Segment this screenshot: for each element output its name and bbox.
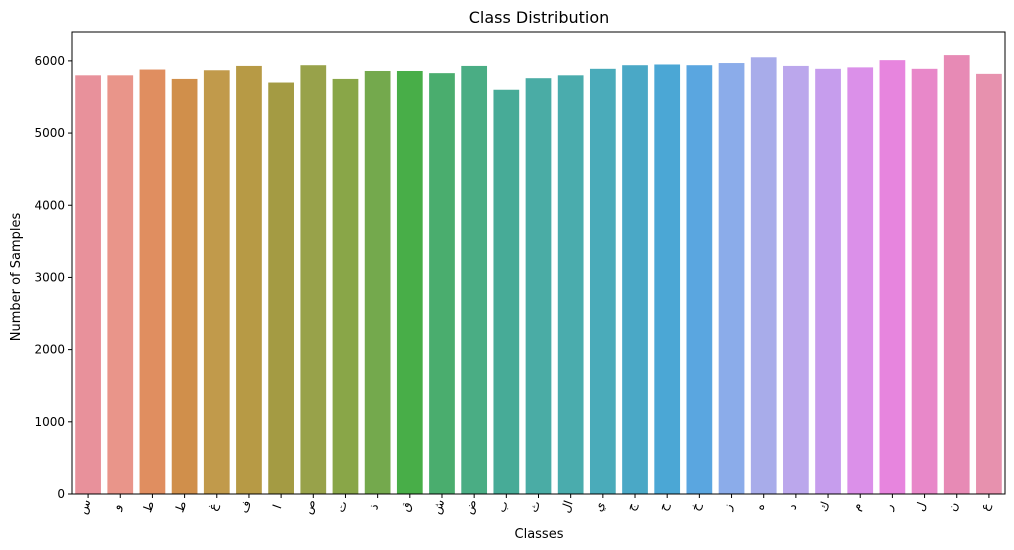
x-tick-label: ث [526,499,543,514]
bar [107,75,134,494]
bar [911,68,938,494]
x-tick-label: ن [945,500,961,513]
bar [589,68,616,494]
bar [332,78,359,495]
y-tick-label: 2000 [34,343,65,357]
x-tick-label: ع [977,500,993,512]
x-tick-label: ز [720,501,736,513]
bar [686,65,713,495]
x-tick-label: ت [333,499,350,514]
bar [976,73,1002,495]
x-tick-label: ب [494,499,511,514]
x-tick-label: ف [236,498,253,514]
y-tick-label: 4000 [34,198,65,212]
x-tick-label: ك [816,500,833,514]
x-tick-label: م [849,501,865,513]
bar [139,69,166,494]
x-tick-label: ح [656,500,672,512]
chart-title: Class Distribution [469,8,610,27]
bar [364,70,391,494]
x-tick-label: ش [429,497,448,516]
x-tick-label: ا [270,503,284,511]
bar [557,75,584,494]
plot-area: 0 1000 2000 3000 4000 5000 6000 س و ط ط غ ف ا ص ت ذ ق ش ض ب ث… [34,31,1006,516]
y-axis-label: Number of Samples [9,213,24,342]
x-tick-label: ه [752,501,767,512]
x-tick-label: غ [205,500,221,512]
bar [750,57,777,495]
bar [815,68,841,494]
x-tick-label: ذ [366,502,381,512]
x-tick-label: ض [461,497,480,516]
bar [493,89,520,494]
bar [718,63,745,494]
bar [461,65,488,495]
bar [783,65,809,495]
y-tick-label: 6000 [34,54,65,68]
x-axis-label: Classes [515,527,564,542]
x-tick-label: ل [913,500,929,513]
x-tick-label: ق [398,500,414,514]
bar [75,75,101,494]
x-tick-label: ط [140,499,157,514]
y-tick-label: 1000 [34,415,65,429]
bar [654,64,681,494]
bar [847,67,874,495]
bar [236,65,262,495]
x-tick-label: ط [172,499,189,514]
x-tick-label: ص [300,497,319,516]
x-tick-label: ي [591,500,607,514]
bar [525,78,552,494]
bar [396,70,423,494]
x-tick-label: ال [558,499,575,515]
x-tick-label: خ [688,500,704,512]
y-tick-label: 5000 [34,126,65,140]
bar [171,78,198,495]
bar [879,60,906,495]
y-tick-label: 0 [57,487,65,501]
x-tick-label: س [75,497,94,516]
x-tick-label: ر [881,501,897,513]
x-tick-label: ج [623,500,639,512]
x-tick-label: و [109,502,125,514]
y-tick-label: 3000 [34,270,65,284]
bar [300,65,327,495]
bar [943,55,970,494]
x-tick-label: د [785,502,800,512]
bar [429,73,455,495]
bar [622,65,648,495]
bar [268,82,294,494]
bar [203,70,230,494]
